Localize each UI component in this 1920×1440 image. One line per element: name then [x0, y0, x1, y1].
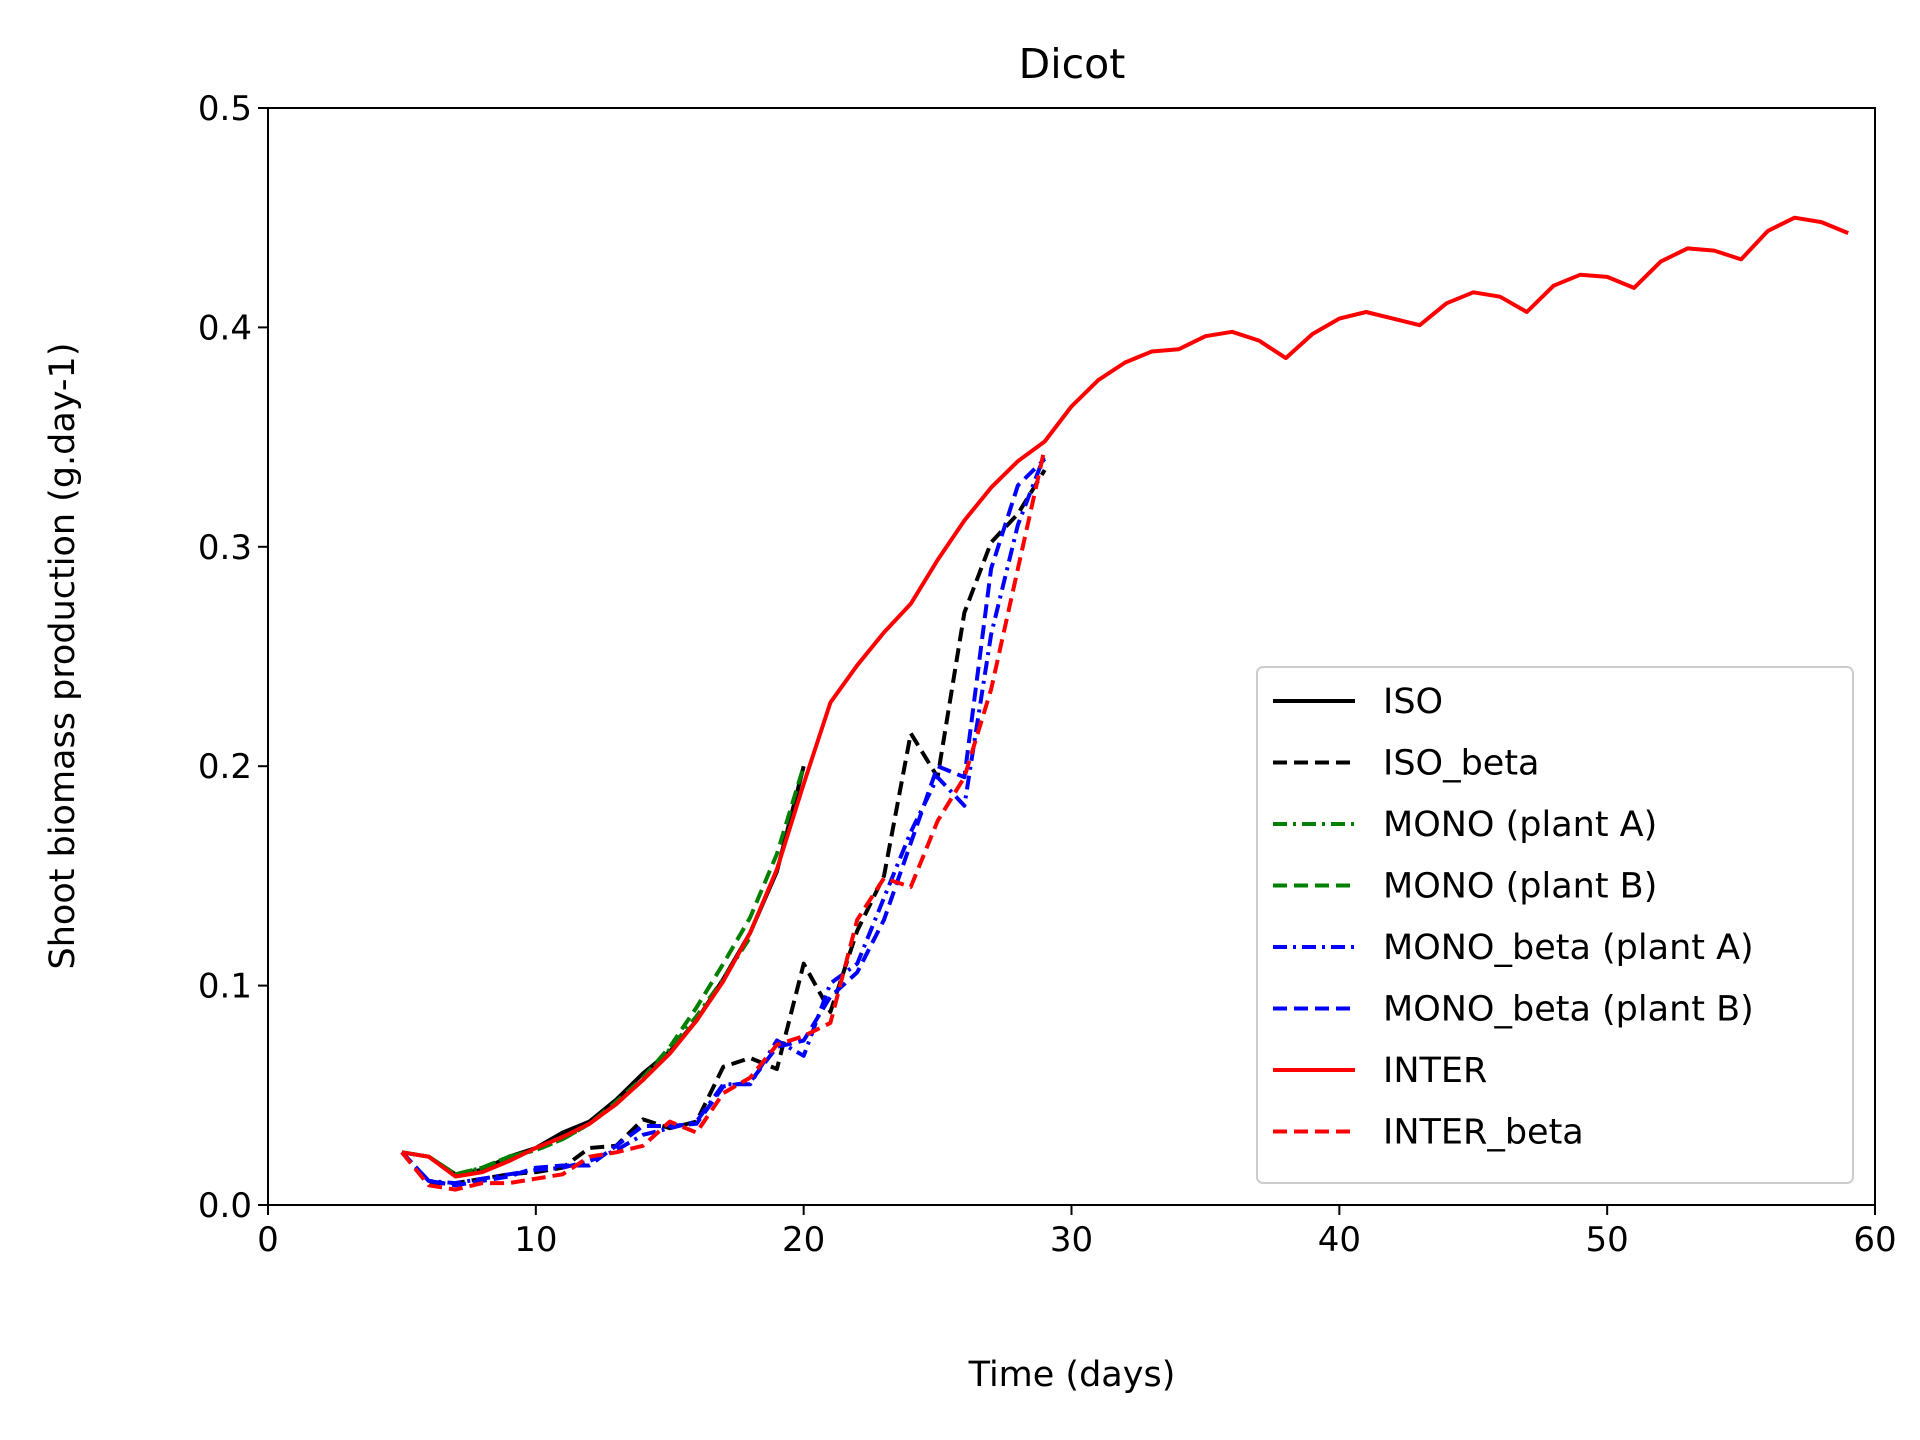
x-tick-label: 50	[1586, 1220, 1629, 1260]
y-tick-label: 0.3	[198, 528, 252, 568]
legend-entry: INTER_beta	[1383, 1113, 1584, 1153]
x-axis: 0 10 20 30 40 50 60	[257, 1205, 1897, 1260]
legend: ISO ISO_beta MONO (plant A) MONO (plant B) M…	[1256, 666, 1854, 1184]
series-line-6	[400, 457, 1047, 1188]
series-layer	[400, 215, 1849, 1192]
x-tick-label: 30	[1050, 1220, 1093, 1260]
x-tick-label: 20	[782, 1220, 825, 1260]
legend-box	[1256, 666, 1854, 1184]
legend-entry: MONO_beta (plant B)	[1383, 990, 1754, 1030]
y-tick-label: 0.4	[198, 308, 252, 348]
y-axis-label: Shoot biomass production (g.day-1)	[43, 343, 83, 970]
y-tick-label: 0.0	[198, 1186, 252, 1226]
x-tick-label: 0	[257, 1220, 279, 1260]
legend-entry: ISO_beta	[1383, 744, 1540, 784]
series-line-7	[401, 215, 1849, 1179]
series-line-5	[400, 453, 1047, 1186]
series-line-3	[401, 936, 752, 1177]
x-tick-label: 10	[514, 1220, 557, 1260]
y-tick-label: 0.1	[198, 967, 252, 1007]
x-tick-label: 60	[1853, 1220, 1896, 1260]
y-axis: 0.0 0.1 0.2 0.3 0.4 0.5	[198, 89, 268, 1226]
chart-title: Dicot	[1019, 40, 1126, 88]
legend-entry: MONO_beta (plant A)	[1383, 928, 1754, 968]
legend-entry: MONO (plant A)	[1383, 805, 1657, 845]
legend-entry: MONO (plant B)	[1383, 867, 1657, 907]
y-tick-label: 0.2	[198, 747, 252, 787]
series-line-2	[400, 468, 1047, 1186]
x-axis-label: Time (days)	[968, 1355, 1176, 1395]
series-line-8	[400, 447, 1047, 1192]
legend-entry: INTER	[1383, 1051, 1487, 1091]
x-tick-label: 40	[1318, 1220, 1361, 1260]
legend-entry: ISO	[1383, 682, 1443, 722]
y-tick-label: 0.5	[198, 89, 252, 129]
